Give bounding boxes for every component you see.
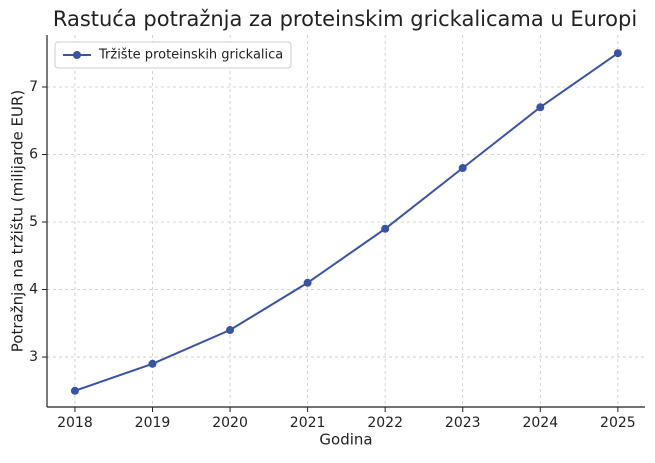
point: [70, 386, 79, 395]
x-tick-label: 2020: [212, 415, 248, 431]
y-tick-label: 7: [29, 79, 38, 95]
point: [226, 326, 235, 335]
point: [381, 224, 390, 233]
y-tick-label: 3: [29, 349, 38, 365]
line: [74, 52, 619, 392]
x-tick-label: 2023: [445, 415, 481, 431]
point: [613, 49, 622, 58]
point: [148, 359, 157, 368]
legend: Tržište proteinskih grickalica: [54, 41, 292, 69]
point: [458, 164, 467, 173]
legend-label: Tržište proteinskih grickalica: [98, 48, 283, 63]
y-tick-label: 5: [29, 214, 38, 230]
y-tick-label: 6: [29, 146, 38, 162]
x-tick-label: 2024: [522, 415, 558, 431]
x-tick-label: 2021: [290, 415, 326, 431]
legend-marker: [73, 51, 81, 59]
point: [303, 278, 312, 287]
y-axis-label: Potražnja na tržištu (milijarde EUR): [9, 90, 27, 352]
chart-title: Rastuća potražnja za proteinskim grickal…: [53, 7, 637, 31]
x-tick-label: 2025: [600, 415, 636, 431]
x-axis-label: Godina: [319, 431, 372, 449]
x-tick-label: 2018: [57, 415, 93, 431]
x-tick-label: 2022: [367, 415, 403, 431]
legend-box: [54, 41, 292, 69]
x-tick-label: 2019: [135, 415, 171, 431]
point: [536, 103, 545, 112]
y-tick-label: 4: [29, 282, 38, 298]
